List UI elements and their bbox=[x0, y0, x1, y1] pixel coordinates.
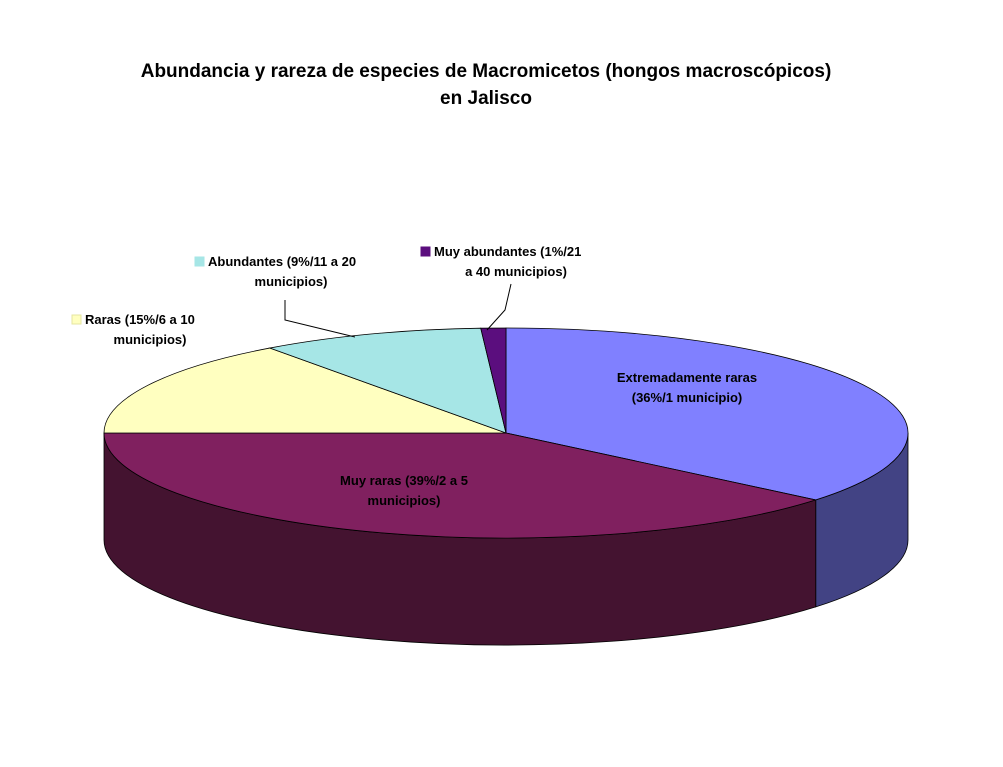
data-label-abundantes: Abundantes (9%/11 a 20 municipios) bbox=[194, 254, 356, 338]
pie-tops bbox=[103, 327, 909, 539]
data-label-extremadamente-raras: Extremadamente raras (36%/1 municipio) bbox=[617, 370, 757, 405]
legend-key-muy-abundantes bbox=[420, 246, 431, 257]
data-label-line: (36%/1 municipio) bbox=[632, 390, 743, 405]
data-label-muy-raras: Muy raras (39%/2 a 5 municipios) bbox=[340, 473, 468, 508]
data-label-line: Muy raras (39%/2 a 5 bbox=[340, 473, 468, 488]
pie-slice-raras bbox=[103, 347, 507, 434]
pie-slice-muy-raras bbox=[103, 432, 818, 539]
data-label-line: municipios) bbox=[255, 274, 328, 289]
legend-key-raras bbox=[71, 314, 82, 325]
data-label-line: municipios) bbox=[368, 493, 441, 508]
data-label-raras: Raras (15%/6 a 10 municipios) bbox=[71, 312, 195, 347]
chart-title: Abundancia y rareza de especies de Macro… bbox=[0, 58, 972, 112]
pie-slice-abundantes bbox=[268, 327, 507, 434]
data-labels: Extremadamente raras (36%/1 municipio) Muy… bbox=[71, 244, 757, 508]
pie-slice-muy-abundantes bbox=[480, 327, 507, 434]
data-label-line: municipios) bbox=[114, 332, 187, 347]
data-label-muy-abundantes: Muy abundantes (1%/21 a 40 municipios) bbox=[420, 244, 581, 331]
data-label-line: Extremadamente raras bbox=[617, 370, 757, 385]
data-label-line: Muy abundantes (1%/21 bbox=[434, 244, 581, 259]
data-label-line: Abundantes (9%/11 a 20 bbox=[208, 254, 356, 269]
leader-line-muy-abundantes bbox=[486, 283, 512, 331]
pie-slice-extremadamente-raras bbox=[505, 327, 909, 501]
chart-title-line-1: Abundancia y rareza de especies de Macro… bbox=[140, 61, 832, 82]
leader-line-abundantes bbox=[284, 300, 356, 338]
pie-sides bbox=[103, 432, 909, 646]
legend-key-abundantes bbox=[194, 256, 205, 267]
chart-title-line-2: en Jalisco bbox=[440, 88, 532, 109]
data-label-line: Raras (15%/6 a 10 bbox=[85, 312, 195, 327]
data-label-line: a 40 municipios) bbox=[465, 264, 567, 279]
